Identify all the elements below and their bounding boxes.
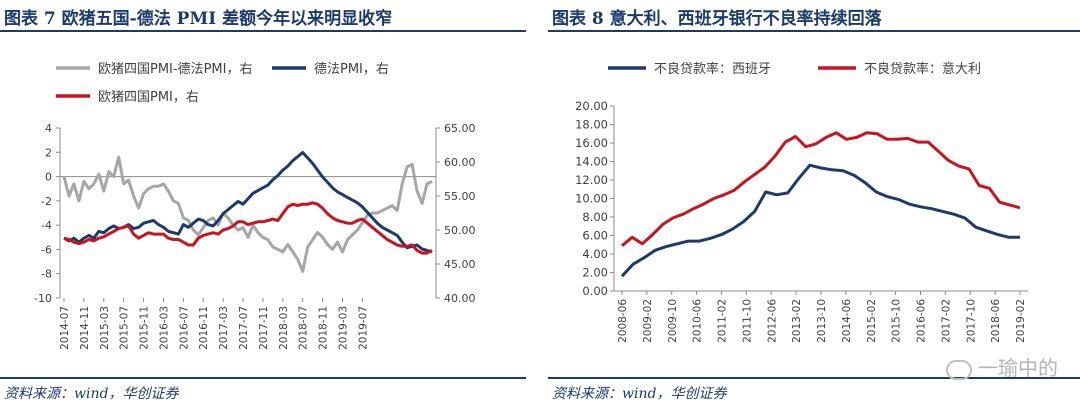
left-y-tick-label: -4	[41, 219, 52, 232]
x-tick-label: 2013-02	[791, 299, 803, 343]
x-tick-label: 2019-02	[1015, 299, 1027, 343]
x-tick-label: 2011-02	[717, 299, 729, 343]
x-tick-label: 2012-06	[766, 299, 778, 343]
figure-8-source: 资料来源：wind，华创证券	[552, 386, 727, 402]
legend-label: 欧猪四国PMI-德法PMI，右	[98, 62, 252, 77]
x-tick-label: 2010-06	[692, 299, 704, 343]
legend-label: 不良贷款率：西班牙	[654, 61, 771, 77]
figure-7-title: 图表 7 欧猪五国-德法 PMI 差额今年以来明显收窄	[4, 9, 393, 29]
x-tick-label: 2018-03	[278, 306, 290, 350]
y-tick-label: 14.00	[575, 155, 608, 169]
y-tick-label: 6.00	[582, 229, 608, 243]
x-tick-label: 2014-06	[841, 299, 853, 343]
watermark-text: 一瑜中的	[978, 356, 1058, 380]
x-tick-label: 2011-10	[741, 299, 753, 343]
right-y-tick-label: 60.00	[444, 156, 476, 169]
right-y-tick-label: 45.00	[444, 258, 476, 271]
series-line--1c3a6b	[620, 163, 1020, 278]
x-tick-label: 2015-02	[866, 299, 878, 343]
x-tick-label: 2009-10	[667, 299, 679, 343]
series-line--c8141e	[621, 131, 1021, 247]
x-tick-label: 2009-02	[642, 299, 654, 343]
figure-7-top-rule	[0, 30, 526, 32]
x-tick-label: 2016-07	[178, 306, 190, 350]
right-y-tick-label: 40.00	[444, 292, 476, 305]
left-y-tick-label: -10	[34, 292, 52, 305]
x-tick-label: 2017-11	[258, 306, 270, 350]
x-tick-label: 2015-11	[139, 306, 151, 350]
left-y-tick-label: 0	[45, 171, 52, 184]
legend-label: 不良贷款率：意大利	[864, 61, 981, 77]
figure-7-bottom-rule	[0, 377, 526, 379]
x-tick-label: 2008-06	[617, 299, 629, 343]
figure-7-panel: 图表 7 欧猪五国-德法 PMI 差额今年以来明显收窄 -10 -8 -6 -4 -2 0…	[0, 0, 526, 410]
x-tick-label: 2018-06	[990, 299, 1002, 343]
right-y-tick-label: 65.00	[444, 122, 476, 135]
figure-7-chart: -10 -8 -6 -4 -2 0 2 4 40.00 45.00 50.00 55.00 60.00 6…	[34, 62, 476, 350]
left-y-tick-label: 4	[45, 122, 52, 135]
left-y-tick-label: -6	[41, 243, 52, 256]
series-line--a6a6a6	[62, 155, 433, 273]
y-tick-label: 18.00	[575, 118, 608, 132]
y-tick-label: 2.00	[582, 266, 608, 280]
right-y-tick-label: 55.00	[444, 190, 476, 203]
figure-8-panel: 图表 8 意大利、西班牙银行不良率持续回落 0.00 2.00 4.00 6.00 8.…	[548, 0, 1080, 410]
left-y-tick-label: -2	[41, 195, 52, 208]
x-tick-label: 2016-11	[198, 306, 210, 350]
x-tick-label: 2018-07	[298, 306, 310, 350]
x-tick-label: 2016-03	[158, 306, 170, 350]
y-tick-label: 4.00	[582, 247, 608, 261]
right-y-tick-label: 50.00	[444, 224, 476, 237]
watermark: 一瑜中的	[946, 352, 1058, 381]
y-tick-label: 16.00	[575, 136, 608, 150]
x-tick-label: 2017-10	[965, 299, 977, 343]
x-tick-label: 2014-11	[79, 306, 91, 350]
x-tick-label: 2019-03	[337, 306, 349, 350]
x-tick-label: 2019-07	[357, 306, 369, 350]
x-tick-label: 2014-07	[59, 306, 71, 350]
y-tick-label: 10.00	[575, 192, 608, 206]
left-y-tick-label: -8	[41, 268, 52, 281]
x-tick-label: 2015-10	[891, 299, 903, 343]
figure-8-bottom-rule	[548, 377, 1080, 379]
x-tick-label: 2015-07	[119, 306, 131, 350]
x-tick-label: 2017-03	[218, 306, 230, 350]
figure-8-title: 图表 8 意大利、西班牙银行不良率持续回落	[552, 9, 882, 29]
figure-7-source: 资料来源：wind，华创证券	[4, 386, 179, 402]
x-tick-label: 2018-11	[318, 306, 330, 350]
left-y-tick-label: 2	[45, 146, 52, 159]
x-tick-label: 2013-10	[816, 299, 828, 343]
wechat-icon	[946, 359, 972, 380]
legend-label: 欧猪四国PMI，右	[98, 90, 199, 105]
x-tick-label: 2015-03	[99, 306, 111, 350]
y-tick-label: 0.00	[582, 284, 608, 298]
y-tick-label: 12.00	[575, 173, 608, 187]
y-tick-label: 8.00	[582, 210, 608, 224]
x-tick-label: 2017-07	[238, 306, 250, 350]
x-tick-label: 2017-02	[940, 299, 952, 343]
y-tick-label: 20.00	[575, 99, 608, 113]
figure-8-top-rule	[548, 30, 1080, 32]
legend-label: 德法PMI，右	[314, 62, 389, 77]
x-tick-label: 2016-06	[916, 299, 928, 343]
figure-8-chart: 0.00 2.00 4.00 6.00 8.00 10.00 12.00 14.00 16.00…	[575, 61, 1028, 343]
series-line--c8141e	[63, 201, 433, 255]
